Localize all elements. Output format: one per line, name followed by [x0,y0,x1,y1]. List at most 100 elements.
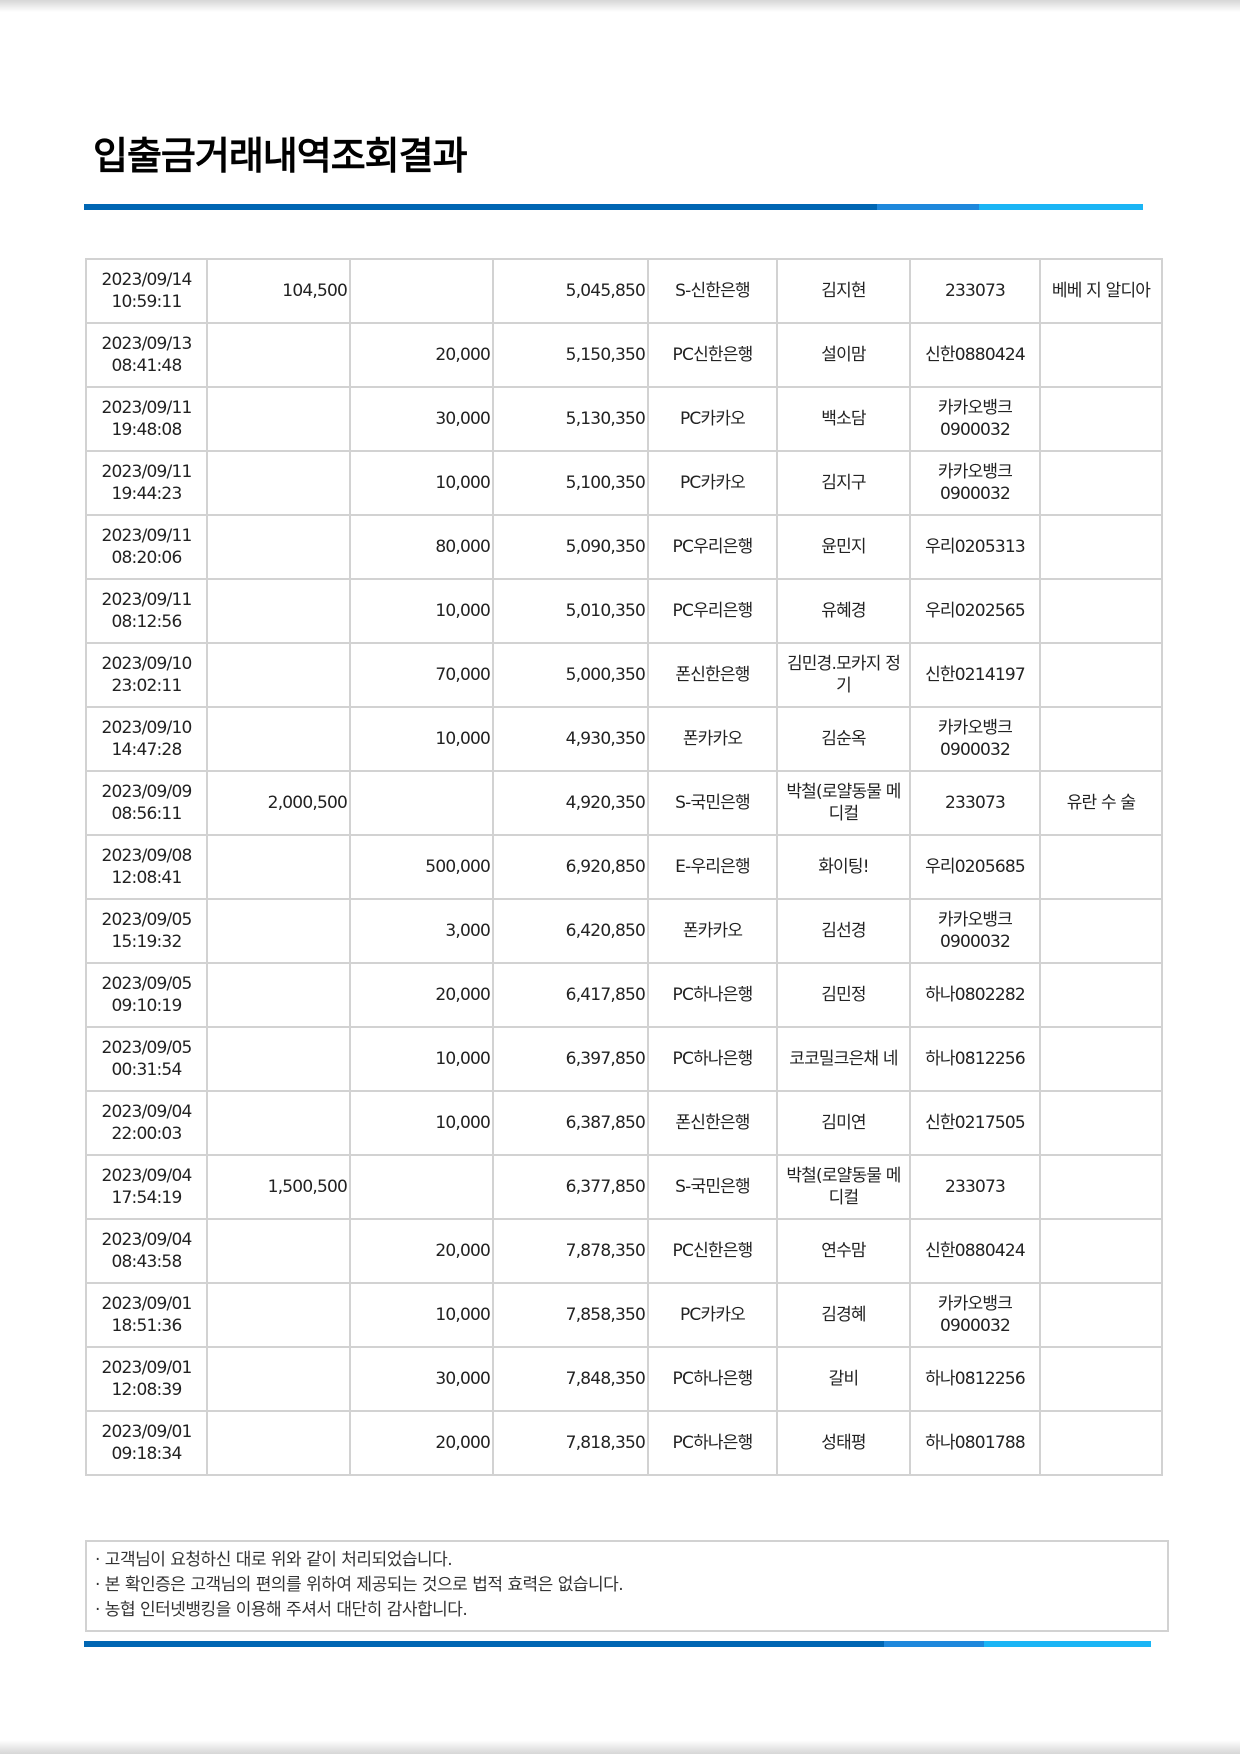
datetime-cell: 2023/09/01 18:51:36 [85,1282,208,1348]
withdraw-cell: 2,000,500 [206,770,351,836]
notice-box: · 고객님이 요청하신 대로 위와 같이 처리되었습니다. · 본 확인증은 고… [85,1540,1169,1632]
time-text: 19:48:08 [111,420,183,440]
table-row: 2023/09/05 09:10:19 20,000 6,417,850 PC하나은행 김… [85,962,1163,1028]
datetime-cell: 2023/09/13 08:41:48 [85,322,208,388]
balance-cell: 5,100,350 [492,450,649,516]
deposit-cell: 80,000 [349,514,494,580]
channel-cell: 폰카카오 [647,706,778,772]
deposit-cell: 10,000 [349,706,494,772]
table-row: 2023/09/08 12:08:41 500,000 6,920,850 E-우리은행… [85,834,1163,900]
withdraw-cell [206,322,351,388]
date-text: 2023/09/11 [101,526,193,546]
datetime-cell: 2023/09/01 12:08:39 [85,1346,208,1412]
date-text: 2023/09/08 [101,846,193,866]
date-text: 2023/09/04 [101,1166,193,1186]
balance-cell: 4,930,350 [492,706,649,772]
channel-cell: 폰신한은행 [647,642,778,708]
deposit-cell: 10,000 [349,1026,494,1092]
datetime-cell: 2023/09/08 12:08:41 [85,834,208,900]
datetime-cell: 2023/09/04 08:43:58 [85,1218,208,1284]
table-row: 2023/09/04 08:43:58 20,000 7,878,350 PC신한은행 연… [85,1218,1163,1284]
balance-cell: 7,858,350 [492,1282,649,1348]
memo-cell: 유란 수 술 [1039,770,1163,836]
withdraw-cell [206,450,351,516]
date-text: 2023/09/11 [101,398,193,418]
memo-cell [1039,1346,1163,1412]
memo-cell [1039,1282,1163,1348]
channel-cell: PC카카오 [647,450,778,516]
table-row: 2023/09/01 12:08:39 30,000 7,848,350 PC하나은행 갈… [85,1346,1163,1412]
memo-cell [1039,386,1163,452]
time-text: 08:41:48 [111,356,183,376]
date-text: 2023/09/13 [101,334,193,354]
withdraw-cell [206,898,351,964]
balance-cell: 7,878,350 [492,1218,649,1284]
memo-cell [1039,642,1163,708]
channel-cell: S-신한은행 [647,258,778,324]
datetime-cell: 2023/09/10 23:02:11 [85,642,208,708]
counterparty-cell: 윤민지 [776,514,911,580]
time-text: 09:18:34 [111,1444,183,1464]
withdraw-cell: 104,500 [206,258,351,324]
counterparty-cell: 김선경 [776,898,911,964]
datetime-cell: 2023/09/11 08:20:06 [85,514,208,580]
datetime-cell: 2023/09/14 10:59:11 [85,258,208,324]
deposit-cell: 20,000 [349,962,494,1028]
balance-cell: 6,420,850 [492,898,649,964]
memo-cell [1039,1218,1163,1284]
counterparty-cell: 김경혜 [776,1282,911,1348]
counterparty-cell: 설이맘 [776,322,911,388]
deposit-cell [349,770,494,836]
datetime-cell: 2023/09/04 17:54:19 [85,1154,208,1220]
deposit-cell: 30,000 [349,386,494,452]
account-cell: 카카오뱅크 0900032 [909,450,1041,516]
time-text: 08:56:11 [111,804,183,824]
datetime-cell: 2023/09/11 19:44:23 [85,450,208,516]
table-row: 2023/09/05 00:31:54 10,000 6,397,850 PC하나은행 코… [85,1026,1163,1092]
counterparty-cell: 김민경.모카지 정기 [776,642,911,708]
account-cell: 신한0217505 [909,1090,1041,1156]
date-text: 2023/09/01 [101,1358,193,1378]
time-text: 08:20:06 [111,548,183,568]
date-text: 2023/09/01 [101,1422,193,1442]
table-row: 2023/09/11 19:44:23 10,000 5,100,350 PC카카오 김지… [85,450,1163,516]
channel-cell: PC하나은행 [647,1026,778,1092]
account-cell: 하나0801788 [909,1410,1041,1476]
date-text: 2023/09/04 [101,1102,193,1122]
deposit-cell: 20,000 [349,1410,494,1476]
channel-cell: PC우리은행 [647,514,778,580]
memo-cell: 베베 지 알디아 [1039,258,1163,324]
time-text: 23:02:11 [111,676,183,696]
bar-segment-dark [84,1641,884,1647]
memo-cell [1039,1090,1163,1156]
balance-cell: 5,000,350 [492,642,649,708]
deposit-cell: 10,000 [349,1282,494,1348]
table-row: 2023/09/04 22:00:03 10,000 6,387,850 폰신한은행 김미… [85,1090,1163,1156]
account-cell: 신한0214197 [909,642,1041,708]
memo-cell [1039,898,1163,964]
counterparty-cell: 김순옥 [776,706,911,772]
balance-cell: 6,417,850 [492,962,649,1028]
account-cell: 카카오뱅크 0900032 [909,898,1041,964]
account-cell: 카카오뱅크 0900032 [909,706,1041,772]
table-row: 2023/09/10 23:02:11 70,000 5,000,350 폰신한은행 김민… [85,642,1163,708]
account-cell: 카카오뱅크 0900032 [909,386,1041,452]
bar-segment-mid [884,1641,984,1647]
account-cell: 카카오뱅크 0900032 [909,1282,1041,1348]
time-text: 08:43:58 [111,1252,183,1272]
table-row: 2023/09/11 19:48:08 30,000 5,130,350 PC카카오 백소… [85,386,1163,452]
time-text: 18:51:36 [111,1316,183,1336]
time-text: 10:59:11 [111,292,183,312]
withdraw-cell [206,834,351,900]
datetime-cell: 2023/09/11 08:12:56 [85,578,208,644]
withdraw-cell [206,1090,351,1156]
account-cell: 우리0205685 [909,834,1041,900]
time-text: 14:47:28 [111,740,183,760]
datetime-cell: 2023/09/10 14:47:28 [85,706,208,772]
date-text: 2023/09/05 [101,910,193,930]
withdraw-cell [206,1410,351,1476]
counterparty-cell: 연수맘 [776,1218,911,1284]
table-row: 2023/09/13 08:41:48 20,000 5,150,350 PC신한은행 설… [85,322,1163,388]
account-cell: 하나0802282 [909,962,1041,1028]
withdraw-cell: 1,500,500 [206,1154,351,1220]
